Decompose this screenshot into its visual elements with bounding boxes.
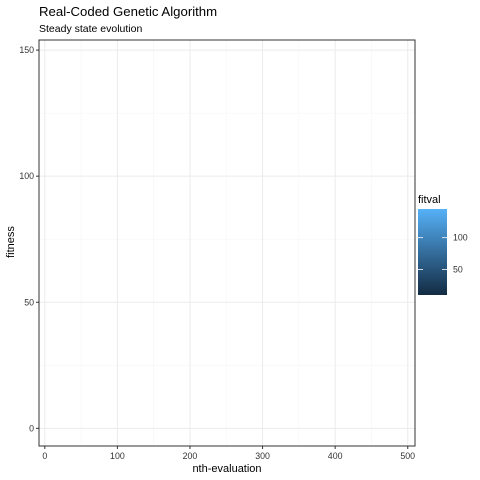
y-tick-label: 50: [24, 297, 34, 307]
minor-gridlines: [39, 40, 415, 446]
colorbar-ticks: 50 100: [418, 233, 468, 275]
legend-title: fitval: [418, 194, 441, 206]
y-axis: 0 50 100 150: [19, 45, 39, 433]
y-tick-label: 100: [19, 171, 34, 181]
y-axis-title: fitness: [5, 226, 17, 258]
x-axis-title: nth-evaluation: [192, 463, 261, 475]
colorbar-tick-label: 100: [453, 233, 468, 243]
plot-panel: [38, 39, 416, 447]
x-tick-label: 100: [110, 451, 125, 461]
x-tick-label: 0: [42, 451, 47, 461]
chart-subtitle: Steady state evolution: [39, 23, 142, 35]
chart-title: Real-Coded Genetic Algorithm: [39, 4, 217, 19]
colorbar: [418, 209, 447, 295]
x-tick-label: 200: [183, 451, 198, 461]
x-tick-label: 500: [400, 451, 415, 461]
colorbar-tick-label: 50: [453, 265, 463, 275]
x-tick-label: 300: [255, 451, 270, 461]
y-tick-label: 150: [19, 45, 34, 55]
y-tick-label: 0: [29, 423, 34, 433]
major-gridlines: [39, 40, 415, 446]
x-axis: 0 100 200 300 400 500: [42, 446, 415, 461]
x-tick-label: 400: [328, 451, 343, 461]
color-legend: fitval 50 100: [418, 194, 468, 295]
